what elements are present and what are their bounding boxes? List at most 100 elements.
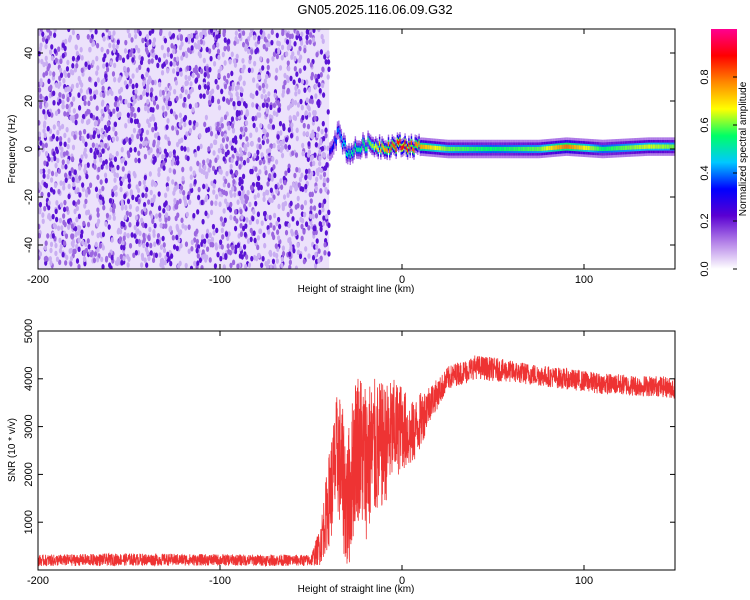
noise-speckle [304,183,308,190]
noise-speckle [317,29,321,33]
signal-cell [619,145,622,151]
noise-speckle [259,56,263,62]
noise-speckle [320,128,324,135]
noise-speckle [252,77,256,83]
noise-speckle [275,252,279,259]
noise-speckle [166,93,170,99]
noise-speckle [113,62,117,69]
noise-speckle [238,245,243,252]
noise-speckle [321,120,325,127]
noise-speckle [298,176,303,183]
noise-speckle [78,165,82,171]
signal-cell [617,146,619,151]
noise-speckle [68,170,72,177]
noise-speckle [263,129,267,135]
noise-speckle [235,111,239,118]
noise-speckle [195,121,199,128]
noise-speckle [164,217,168,223]
noise-speckle [279,178,283,184]
signal-cell [343,139,345,144]
noise-speckle [120,260,124,266]
signal-cell [405,145,408,150]
noise-speckle [292,79,296,85]
noise-speckle [92,40,96,47]
noise-speckle [220,116,224,123]
noise-speckle [238,100,242,107]
noise-speckle [146,79,150,86]
signal-cell [543,146,545,151]
noise-speckle [208,94,212,101]
noise-speckle [139,136,143,142]
noise-speckle [274,159,279,165]
signal-cell [363,142,365,147]
noise-speckle [252,122,256,129]
noise-speckle [113,101,117,108]
noise-speckle [277,216,281,223]
noise-speckle [319,49,324,55]
noise-speckle [115,136,119,142]
noise-speckle [164,100,168,106]
signal-cell [364,146,367,152]
noise-speckle [296,202,300,209]
noise-speckle [59,67,63,74]
noise-speckle [258,159,262,166]
noise-speckle [190,32,194,39]
noise-speckle [175,60,180,67]
noise-speckle [47,204,51,211]
noise-speckle [111,136,116,143]
signal-cell [569,144,572,149]
noise-speckle [319,167,323,174]
noise-speckle [288,43,292,50]
signal-cell [401,145,404,150]
spectrogram-y-tick-label: -20 [23,189,35,205]
noise-speckle [159,30,163,37]
signal-cell [440,146,442,151]
noise-speckle [156,238,160,245]
noise-speckle [180,217,184,224]
signal-cell [576,145,578,150]
noise-speckle [324,127,328,134]
noise-speckle [123,80,128,86]
noise-speckle [175,155,180,161]
noise-speckle [157,167,161,173]
signal-cell [547,146,549,151]
noise-speckle [83,163,88,170]
noise-speckle [256,211,261,218]
noise-speckle [263,36,267,43]
noise-speckle [96,256,100,263]
snr-y-tick-label: 5000 [23,319,35,343]
noise-speckle [182,116,187,123]
noise-speckle [121,57,126,64]
noise-speckle [94,186,99,193]
noise-speckle [315,78,319,84]
signal-cell [485,146,488,152]
noise-speckle [299,216,303,223]
noise-speckle [162,242,166,248]
noise-speckle [304,246,308,252]
noise-speckle [170,253,174,259]
signal-cell [590,146,592,151]
noise-speckle [158,81,162,88]
noise-speckle [172,61,176,67]
noise-speckle [260,93,264,100]
noise-speckle [132,170,136,177]
noise-speckle [86,238,90,244]
signal-cell [634,145,637,150]
noise-speckle [49,241,54,248]
noise-speckle [309,213,313,220]
noise-speckle [42,72,46,78]
noise-speckle [99,179,103,185]
noise-speckle [236,263,240,269]
noise-speckle [145,91,149,97]
noise-speckle [157,57,162,63]
noise-speckle [230,145,234,151]
noise-speckle [246,157,250,164]
signal-cell [573,145,576,150]
noise-speckle [291,98,295,105]
noise-speckle [145,241,149,248]
noise-speckle [46,125,50,132]
noise-speckle [124,173,128,180]
noise-speckle [211,165,216,172]
noise-speckle [197,194,201,201]
signal-cell [633,145,636,150]
